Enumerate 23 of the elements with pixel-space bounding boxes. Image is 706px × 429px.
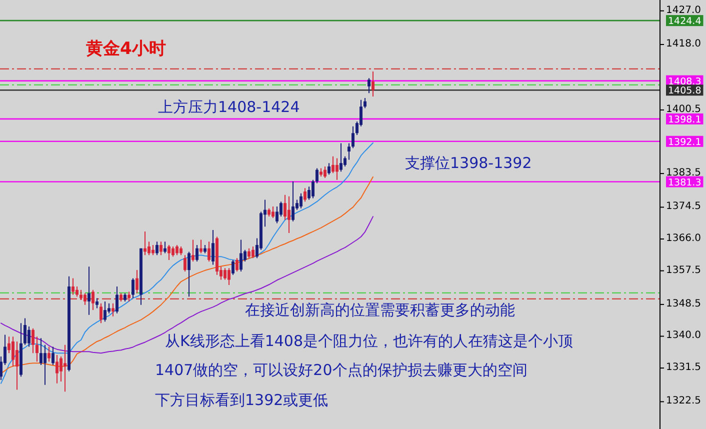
y-tick-label: 1348.5 — [666, 298, 701, 310]
ref-tag: 1405.8 — [666, 84, 704, 97]
annotation: 1407做的空，可以设好20个点的保护损去赚更大的空间 — [155, 361, 528, 379]
y-tick-label: 1340.0 — [666, 330, 701, 342]
annotation: 在接近创新高的位置需要积蓄更多的动能 — [245, 301, 515, 319]
ref-tag: 1392.1 — [666, 136, 704, 148]
ref-tag: 1398.1 — [666, 113, 704, 126]
annotation: 上方压力1408-1424 — [158, 98, 300, 116]
y-tick-label: 1383.5 — [666, 168, 701, 179]
ref-tag: 1424.4 — [666, 15, 704, 28]
y-tick-label: 1331.5 — [666, 362, 701, 374]
y-tick-label: 1366.0 — [666, 233, 701, 244]
ref-tag: 1381.3 — [666, 176, 704, 188]
y-tick-label: 1357.5 — [666, 264, 701, 276]
text: 黄金4小时 — [85, 39, 166, 59]
annotation: 从K线形态上看1408是个阻力位，也许有的人在猜这是个小顶 — [165, 332, 574, 350]
annotation: 下方目标看到1392或更低 — [155, 391, 328, 409]
y-tick-label: 1427.0 — [666, 4, 701, 16]
y-tick-label: 1418.0 — [666, 38, 701, 50]
y-tick-label: 1400.5 — [666, 104, 701, 115]
y-tick-label: 1374.5 — [666, 201, 701, 212]
text: 支撑位1398-1392 — [405, 154, 532, 172]
y-tick-label: 1322.5 — [666, 396, 701, 407]
